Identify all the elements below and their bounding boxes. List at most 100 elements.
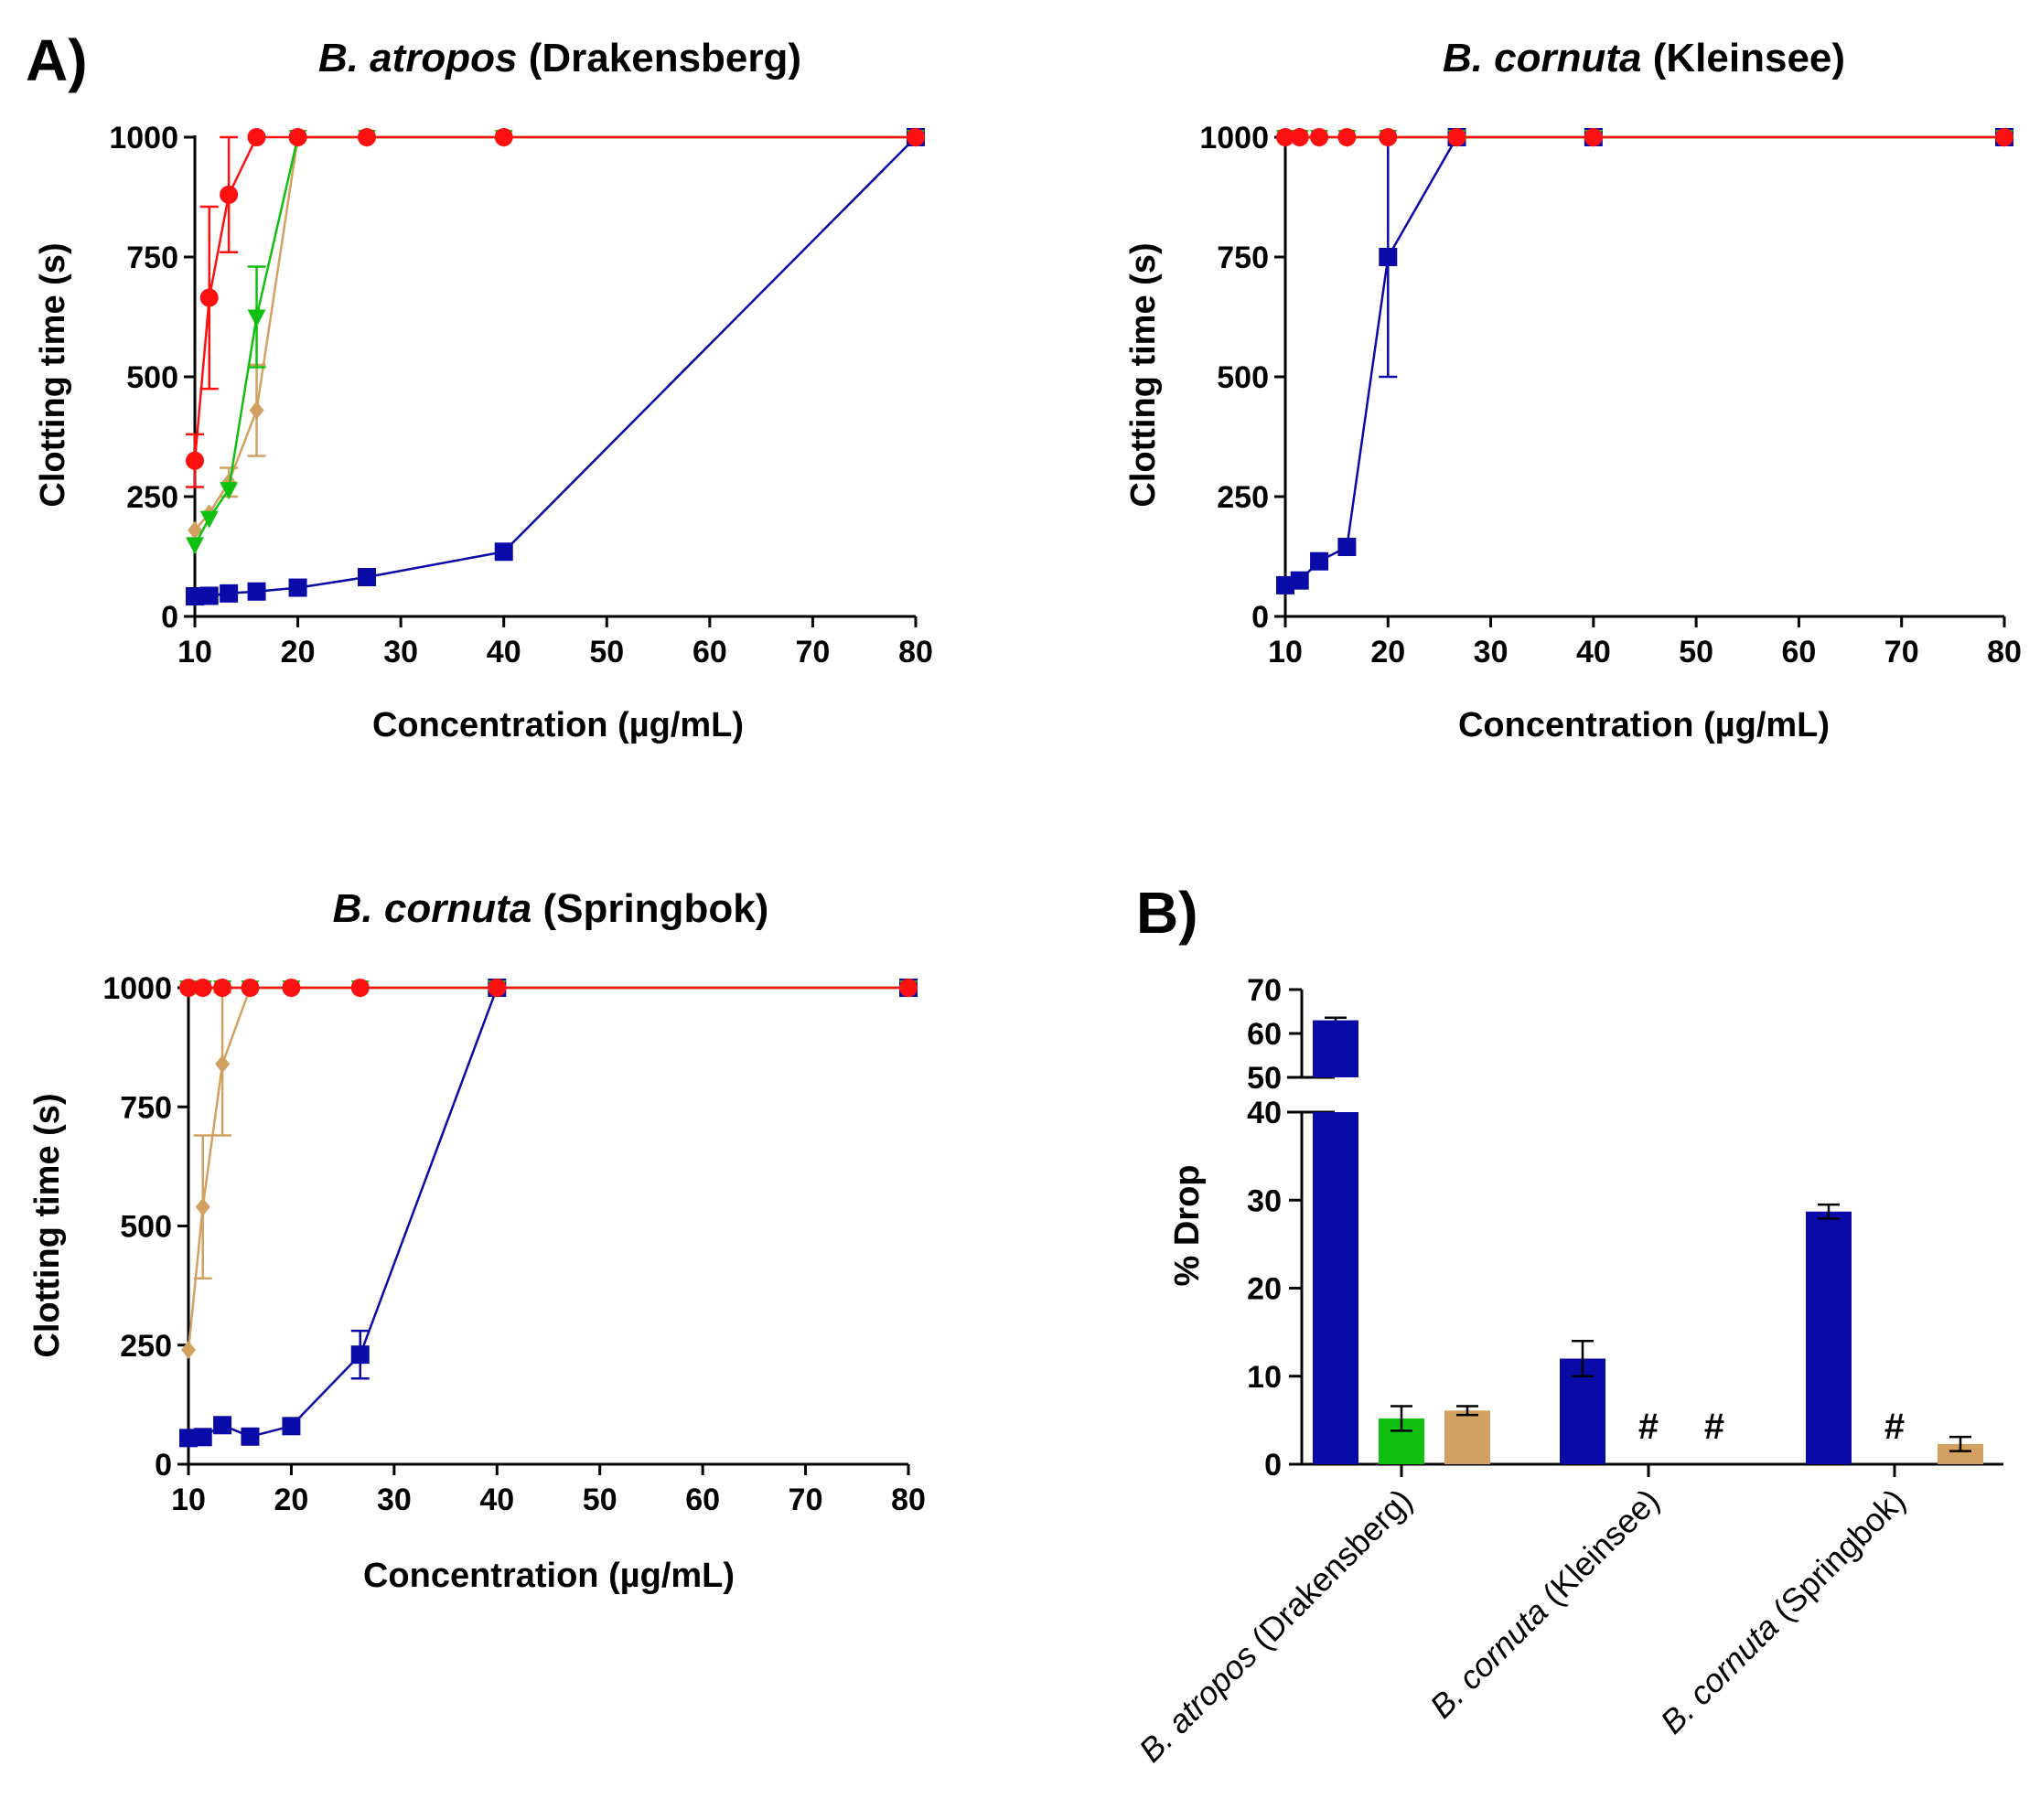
- y-tick-label: 10: [1247, 1360, 1282, 1395]
- x-tick-label: 70: [789, 1483, 823, 1517]
- bar: [1444, 1410, 1490, 1464]
- no-data-mark: #: [1638, 1407, 1659, 1447]
- data-point: [241, 1427, 260, 1446]
- category-label-species: B. cornuta: [1423, 1592, 1555, 1725]
- x-tick-label: 70: [1884, 635, 1919, 669]
- data-point: [1310, 551, 1329, 571]
- data-point: [193, 979, 212, 997]
- series-square: [179, 979, 918, 1448]
- x-tick-label: 80: [1987, 635, 2022, 669]
- data-point: [195, 1197, 210, 1216]
- panel-letter-b: B): [1136, 880, 1198, 946]
- series-circle: [1276, 128, 2013, 146]
- data-point: [213, 979, 232, 997]
- x-tick-label: 70: [796, 635, 831, 669]
- data-point: [288, 578, 307, 597]
- x-tick-label: 80: [898, 635, 933, 669]
- y-tick-label: 0: [155, 1448, 172, 1483]
- series-square: [186, 128, 925, 605]
- data-point: [249, 401, 264, 420]
- category-label-species: B. atropos: [1132, 1636, 1264, 1769]
- x-axis-label: Concentration (µg/mL): [372, 706, 744, 744]
- data-point: [213, 1416, 232, 1435]
- data-point: [1276, 575, 1294, 594]
- y-tick-label: 20: [1247, 1272, 1282, 1307]
- data-point: [1276, 128, 1294, 146]
- no-data-mark: #: [1884, 1407, 1905, 1447]
- x-tick-label: 20: [274, 1483, 309, 1517]
- series-line: [194, 135, 916, 531]
- data-point: [1290, 128, 1309, 146]
- y-tick-label: 500: [120, 1210, 172, 1245]
- x-tick-label: 20: [281, 635, 316, 669]
- data-point: [247, 128, 266, 146]
- y-tick-label: 500: [1217, 360, 1269, 395]
- data-point: [247, 582, 266, 601]
- bar: [1313, 1112, 1358, 1464]
- y-tick-label: 70: [1247, 973, 1282, 1008]
- y-tick-label: 50: [1247, 1061, 1282, 1096]
- series-line: [188, 986, 908, 1440]
- x-tick-label: 40: [487, 635, 521, 669]
- data-point: [220, 185, 239, 204]
- chart-title: B. cornuta (Springbok): [333, 886, 769, 931]
- x-tick-label: 60: [693, 635, 727, 669]
- data-point: [220, 583, 239, 603]
- category-label: B. cornuta (Springbok): [1653, 1482, 1913, 1741]
- x-tick-label: 80: [891, 1483, 926, 1517]
- bar-upper-segment: [1313, 1020, 1358, 1077]
- x-tick-label: 50: [583, 1483, 617, 1517]
- data-point: [186, 451, 204, 470]
- x-tick-label: 50: [1679, 635, 1713, 669]
- y-tick-label: 250: [1217, 480, 1269, 515]
- data-point: [1379, 128, 1398, 146]
- y-tick-label: 0: [161, 600, 178, 635]
- category-label-species: B. cornuta: [1653, 1608, 1786, 1740]
- x-tick-label: 40: [1576, 635, 1611, 669]
- category-label-locality: (Kleinsee): [1529, 1482, 1667, 1620]
- series-line: [193, 135, 916, 461]
- y-axis-label: Clotting time (s): [1124, 242, 1163, 507]
- x-tick-label: 60: [1782, 635, 1817, 669]
- data-point: [282, 979, 301, 997]
- y-tick-label: 750: [120, 1090, 172, 1125]
- category-label-locality: (Drakensberg): [1238, 1482, 1420, 1664]
- series-triangle: [186, 130, 925, 555]
- data-point: [357, 128, 376, 146]
- x-tick-label: 30: [1474, 635, 1509, 669]
- y-tick-label: 750: [1217, 241, 1269, 275]
- series-diamond: [188, 128, 923, 540]
- data-point: [179, 979, 198, 997]
- y-tick-label: 60: [1247, 1017, 1282, 1052]
- data-point: [494, 542, 513, 562]
- data-point: [186, 537, 204, 555]
- x-tick-label: 10: [177, 635, 212, 669]
- data-point: [1584, 128, 1603, 146]
- chart-title: B. cornuta (Kleinsee): [1443, 36, 1845, 80]
- category-label: B. cornuta (Kleinsee): [1423, 1482, 1667, 1726]
- series-diamond: [181, 979, 916, 1359]
- y-tick-label: 40: [1247, 1096, 1282, 1130]
- data-point: [247, 309, 266, 327]
- chart-cornuta-kleinsee: B. cornuta (Kleinsee) Concentration (µg/…: [1124, 36, 2022, 744]
- series-line: [187, 986, 908, 1351]
- series-circle: [179, 979, 918, 997]
- series-square: [1276, 128, 2013, 594]
- data-point: [1379, 248, 1398, 266]
- x-tick-label: 10: [171, 1483, 206, 1517]
- no-data-mark: #: [1704, 1407, 1724, 1447]
- data-point: [494, 128, 513, 146]
- y-tick-label: 30: [1247, 1183, 1282, 1218]
- bar: [1938, 1443, 1983, 1464]
- x-axis-label: Concentration (µg/mL): [363, 1557, 735, 1595]
- y-tick-label: 500: [126, 360, 178, 395]
- series-circle: [186, 128, 925, 488]
- data-point: [1290, 571, 1309, 590]
- y-tick-label: 1000: [1199, 121, 1269, 155]
- y-tick-label: 250: [120, 1329, 172, 1364]
- data-point: [220, 482, 239, 500]
- x-axis-label: Concentration (µg/mL): [1458, 706, 1830, 744]
- category-label-locality: (Springbok): [1759, 1482, 1913, 1635]
